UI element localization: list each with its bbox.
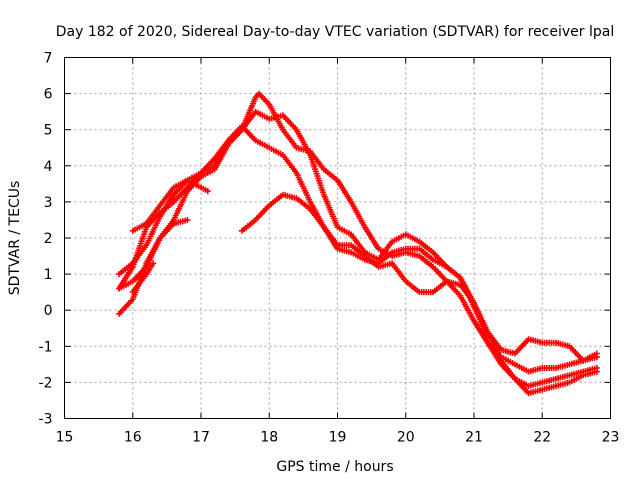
y-tick-label: -2 xyxy=(39,375,53,391)
x-tick-label: 16 xyxy=(124,430,142,446)
series-track-g xyxy=(239,191,600,397)
y-tick-label: -3 xyxy=(39,412,53,428)
y-tick-label: 1 xyxy=(44,267,53,283)
series-track-f xyxy=(129,260,157,296)
y-axis-label: SDTVAR / TECUs xyxy=(7,181,23,296)
chart-title: Day 182 of 2020, Sidereal Day-to-day VTE… xyxy=(56,24,614,40)
data-point xyxy=(593,354,600,361)
grid xyxy=(64,57,611,419)
y-tick-label: 3 xyxy=(44,195,53,211)
x-tick-label: 23 xyxy=(602,430,620,446)
series-track-e xyxy=(116,216,191,292)
data-point xyxy=(150,260,157,267)
x-tick-label: 20 xyxy=(397,430,415,446)
series-track-b xyxy=(116,90,600,375)
data-point xyxy=(593,368,600,375)
y-tick-label: 5 xyxy=(44,123,53,139)
data-point xyxy=(184,216,191,223)
y-tick-label: 2 xyxy=(44,231,53,247)
y-tick-label: -1 xyxy=(39,339,53,355)
y-tick-label: 6 xyxy=(44,87,53,103)
x-tick-label: 17 xyxy=(192,430,210,446)
x-tick-label: 22 xyxy=(533,430,551,446)
data-point xyxy=(204,188,211,195)
x-tick-label: 18 xyxy=(260,430,278,446)
series-track-d xyxy=(129,177,211,234)
series-layer xyxy=(116,90,600,397)
y-tick-label: 7 xyxy=(44,51,53,67)
x-axis-label: GPS time / hours xyxy=(276,459,393,475)
x-tick-label: 21 xyxy=(465,430,483,446)
y-tick-label: 4 xyxy=(44,159,53,175)
x-tick-label: 19 xyxy=(329,430,347,446)
y-tick-label: 0 xyxy=(44,303,53,319)
x-tick-label: 15 xyxy=(56,430,74,446)
series-track-a xyxy=(116,108,600,364)
